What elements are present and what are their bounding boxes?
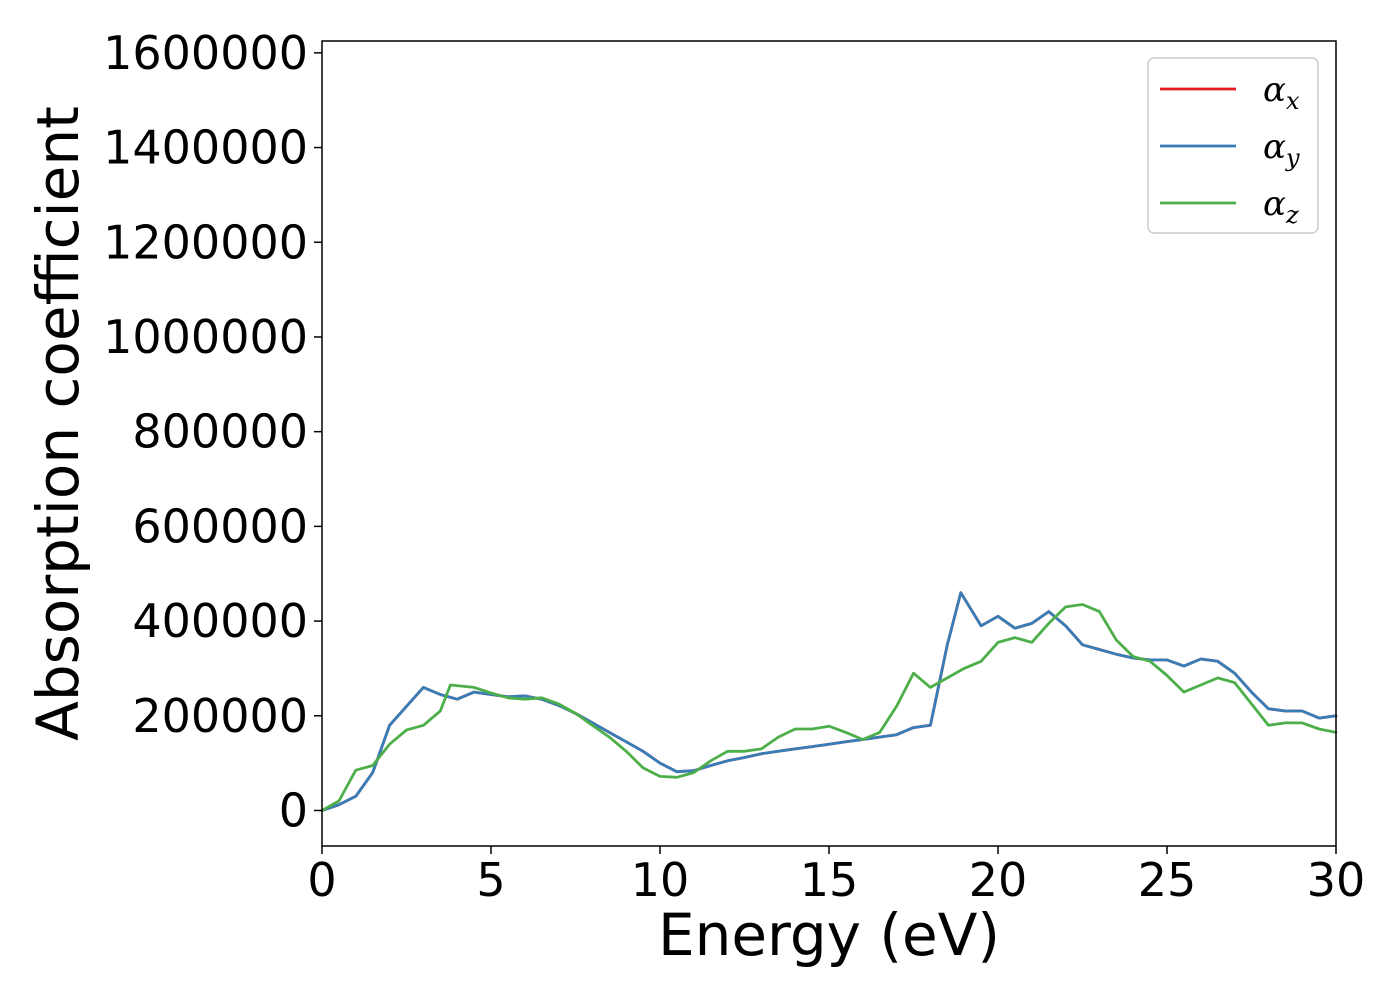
y-tick-label: 1600000 [103,26,308,80]
x-tick-label: 10 [631,853,690,907]
legend-entry-y: αy [1263,127,1300,172]
x-tick-label: 25 [1138,853,1197,907]
series-line-x [320,591,1338,812]
legend-entry-z: αz [1263,184,1299,229]
x-tick-label: 15 [800,853,859,907]
y-tick-label: 800000 [132,405,308,459]
y-tick-label: 0 [279,783,308,837]
x-tick-label: 5 [476,853,505,907]
legend: αx αy αz [1147,57,1319,234]
x-tick-label: 30 [1307,853,1366,907]
y-tick-label: 400000 [132,594,308,648]
x-axis-label: Energy (eV) [658,901,1000,969]
series-layer [320,591,1338,812]
x-tick-label: 20 [969,853,1028,907]
series-line-y [320,591,1338,812]
axis-ticks: 0 5 10 15 20 25 30 0 200000 400000 600000 800000 100… [103,26,1365,907]
y-axis-label: Absorption coefficient [24,106,92,741]
x-tick-label: 0 [307,853,336,907]
series-line-z [320,603,1338,812]
y-tick-label: 1200000 [103,215,308,269]
y-tick-label: 600000 [132,499,308,553]
legend-entry-x: αx [1263,70,1300,115]
y-tick-label: 200000 [132,689,308,743]
y-tick-label: 1000000 [103,310,308,364]
y-tick-label: 1400000 [103,121,308,175]
